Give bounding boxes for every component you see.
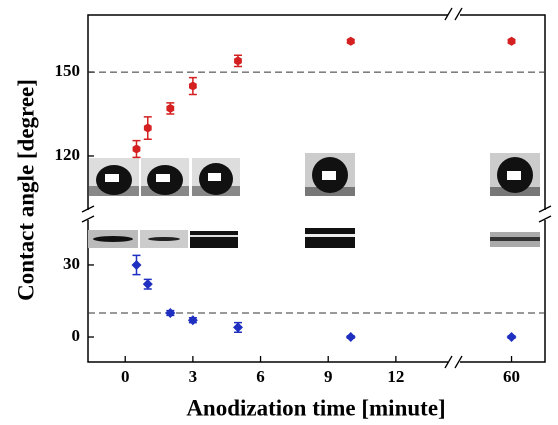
marker [346, 36, 355, 46]
droplet-images [88, 153, 540, 248]
x-tick-label: 9 [324, 367, 333, 386]
x-tick-label: 60 [503, 367, 520, 386]
y-tick-label: 150 [55, 61, 81, 80]
marker [142, 279, 153, 290]
plot-frame [87, 14, 546, 363]
marker [131, 259, 142, 270]
y-break-gap [541, 210, 549, 220]
x-tick-label: 0 [121, 367, 130, 386]
marker [507, 36, 516, 46]
marker [132, 144, 141, 154]
x-axis-label: Anodization time [minute] [186, 395, 445, 420]
marker [143, 123, 152, 133]
break-marks [81, 7, 552, 369]
x-break-gap [448, 11, 460, 19]
marker [187, 315, 198, 326]
marker [166, 103, 175, 113]
y-tick-label: 120 [55, 145, 81, 164]
marker [345, 332, 356, 343]
x-tick-label: 6 [256, 367, 265, 386]
marker [165, 308, 176, 318]
marker [188, 81, 197, 91]
marker [232, 322, 243, 333]
marker [234, 56, 242, 66]
x-tick-label: 12 [387, 367, 404, 386]
y-tick-label: 30 [63, 254, 80, 273]
x-tick-label: 3 [189, 367, 198, 386]
y-break-gap [84, 210, 92, 220]
marker [506, 332, 517, 343]
y-tick-label: 0 [72, 326, 81, 345]
y-axis-label: Contact angle [degree] [13, 79, 38, 301]
x-break-gap [448, 358, 460, 366]
